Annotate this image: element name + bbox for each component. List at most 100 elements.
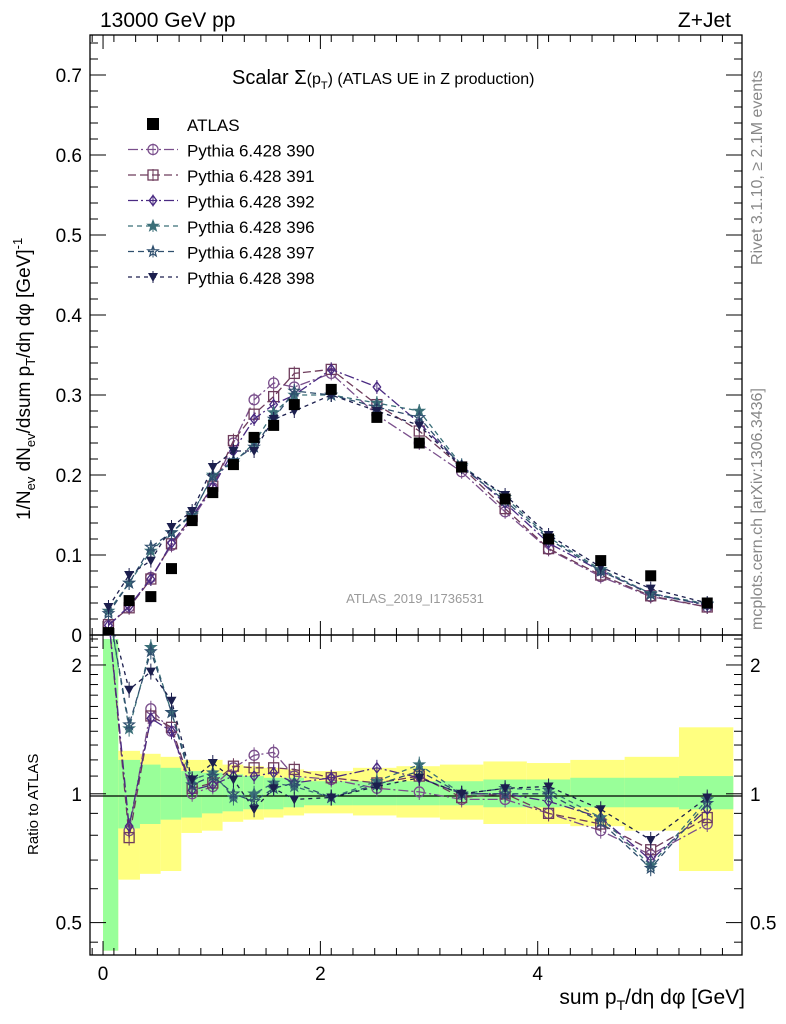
- atlas-data-point: [701, 597, 713, 609]
- ratio-point-p397: [164, 705, 179, 719]
- title-suffix: (ATLAS UE in Z production): [333, 71, 535, 88]
- atlas-data-point: [145, 591, 157, 603]
- atlas-data-point: [227, 459, 239, 471]
- atlas-data-point: [645, 570, 657, 582]
- atlas-data-point: [166, 563, 177, 575]
- series-line-p390: [108, 372, 708, 626]
- series-point-p398: [187, 507, 198, 516]
- ratio-point-p397: [287, 775, 302, 789]
- y-tick-label: 0.7: [56, 66, 82, 87]
- ratio-y-tick-label: 2: [71, 656, 82, 677]
- ratio-point-p398: [702, 793, 713, 803]
- series-point-p398: [268, 415, 279, 424]
- analysis-watermark: ATLAS_2019_I1736531: [346, 591, 484, 606]
- atlas-data-point: [371, 411, 383, 423]
- ratio-plot-frame: [89, 634, 743, 956]
- legend-marker-p392: [148, 194, 158, 207]
- x-tick-label: 2: [315, 964, 326, 985]
- ratio-y-tick-label: 0.5: [56, 914, 82, 935]
- ylabel-sub-b: ev: [23, 433, 38, 447]
- ratio-point-p398: [268, 784, 279, 794]
- atlas-data-points: [102, 383, 713, 635]
- legend-label-atlas: ATLAS: [187, 116, 240, 135]
- ratio-point-p398: [456, 789, 467, 799]
- ratio-point-p398: [166, 696, 177, 706]
- atlas-data-point: [207, 487, 219, 499]
- series-point-p398: [145, 556, 156, 566]
- ratio-point-p392: [249, 769, 259, 783]
- ratio-point-p398: [187, 775, 198, 785]
- atlas-data-point: [413, 437, 425, 449]
- atlas-data-point: [123, 595, 135, 607]
- legend-marker-p396: [146, 218, 160, 232]
- ratio-point-p392: [124, 820, 134, 833]
- ratio-point-p392: [544, 795, 554, 808]
- xlabel-part-b: /dη dφ [GeV]: [625, 986, 745, 1009]
- x-tick-label: 4: [532, 964, 543, 985]
- atlas-data-point: [543, 533, 555, 545]
- series-point-p398: [249, 447, 260, 456]
- ratio-point-p398: [500, 784, 511, 794]
- ratio-point-p397: [122, 717, 137, 731]
- ratio-point-p398: [145, 667, 156, 677]
- stat-uncertainty-band: [160, 767, 182, 820]
- ratio-y-tick-label: 1: [71, 785, 82, 806]
- ratio-point-p398: [645, 835, 656, 845]
- series-point-p398: [371, 407, 382, 416]
- ratio-point-p398: [371, 782, 382, 792]
- atlas-data-point: [248, 431, 260, 443]
- legend-label-p396: Pythia 6.428 396: [187, 218, 315, 237]
- x-axis-label: sum pT/dη dφ [GeV]: [559, 986, 745, 1013]
- series-point-p392: [166, 536, 177, 550]
- ratio-point-p397: [643, 860, 658, 875]
- ratio-point-p392: [208, 778, 218, 791]
- y-tick-label: 0.5: [56, 226, 82, 247]
- legend: ATLAS Pythia 6.428 390 Pythia 6.428 391 Pyt…: [128, 116, 315, 288]
- legend-marker-p398: [148, 273, 158, 282]
- stat-uncertainty-band: [139, 764, 161, 824]
- ratio-point-p390: [267, 746, 280, 758]
- ylabel-part-a: 1/N: [14, 490, 35, 520]
- ratio-point-p397: [700, 796, 715, 810]
- series-point-p397: [287, 383, 302, 397]
- ratio-point-p398: [289, 795, 300, 805]
- atlas-data-point: [268, 419, 280, 431]
- ylabel-part-d: /dη dφ [GeV]: [14, 249, 35, 357]
- atlas-data-point: [325, 383, 337, 395]
- atlas-data-point: [595, 555, 607, 567]
- series-point-p392: [249, 412, 259, 426]
- ratio-y-tick-label-right: 2: [750, 656, 761, 677]
- title-sigma: Σ: [294, 67, 306, 89]
- xlabel-sub: T: [617, 997, 626, 1013]
- legend-marker-p390: [147, 143, 159, 156]
- main-ylabel: 1/Nev dNev/dsum pT/dη dφ [GeV]-1: [10, 238, 38, 520]
- stat-uncertainty-band: [396, 781, 440, 806]
- ratio-point-p392: [166, 725, 177, 738]
- series-point-p397: [143, 539, 158, 553]
- ratio-point-p392: [372, 761, 382, 774]
- series-point-p398: [645, 584, 656, 594]
- legend-marker-p391: [147, 169, 159, 181]
- ratio-point-p392: [326, 771, 336, 784]
- ylabel-sup-d: -1: [10, 238, 25, 250]
- ratio-point-p390: [413, 786, 425, 798]
- y-tick-label: 0.1: [56, 546, 82, 567]
- series-point-p398: [228, 447, 239, 456]
- series-point-p397: [122, 575, 137, 589]
- legend-label-p392: Pythia 6.428 392: [187, 193, 315, 212]
- series-point-p398: [414, 421, 425, 431]
- y-tick-label: 0.6: [56, 146, 82, 167]
- stat-uncertainty-band: [624, 777, 679, 808]
- energy-label: 13000 GeV pp: [100, 9, 235, 32]
- plot-title: Scalar Σ(pT) (ATLAS UE in Z production): [232, 67, 534, 92]
- axis-ticks: 0 2 4 0 0.1 0.2 0.3 0.4 0.5 0.6 0.7 0.5 0.5 1 1 2 2: [56, 35, 776, 985]
- ratio-point-p397: [143, 644, 158, 658]
- y-tick-label: 0: [71, 626, 82, 647]
- ratio-point-p397: [226, 786, 241, 800]
- series-line-p398: [107, 394, 708, 608]
- ratio-point-p398: [595, 805, 606, 815]
- ratio-point-p392: [146, 712, 156, 725]
- ylabel-sub-c: T: [23, 358, 38, 366]
- legend-label-p398: Pythia 6.428 398: [187, 269, 315, 288]
